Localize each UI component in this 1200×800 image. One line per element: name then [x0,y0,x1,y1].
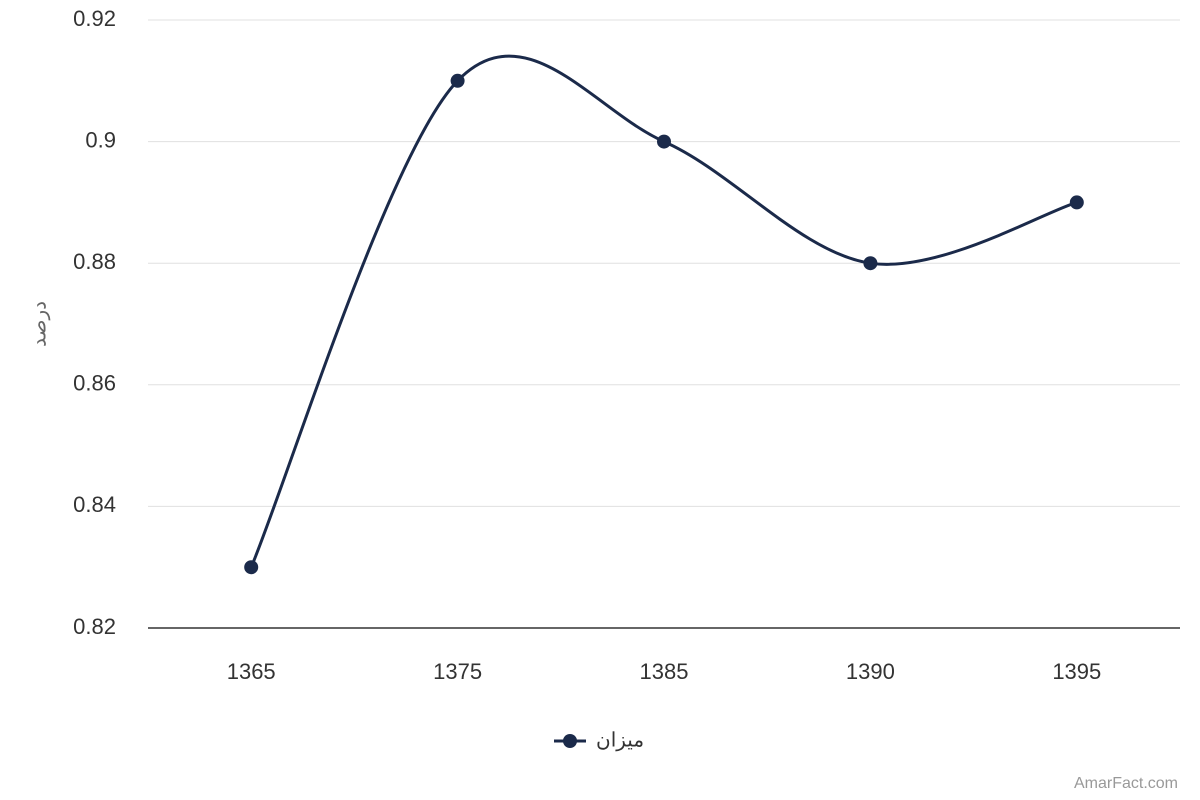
y-tick-label: 0.92 [73,6,116,31]
x-tick-label: 1395 [1052,659,1101,684]
point [863,256,878,271]
point [1069,195,1084,210]
legend-label: میزان [596,729,644,751]
point [657,134,671,149]
y-tick-label: 0.9 [85,127,116,152]
y-tick-label: 0.88 [73,249,116,274]
x-tick-label: 1390 [846,659,895,684]
x-tick-label: 1375 [433,659,482,684]
point [450,73,465,88]
point [244,560,259,575]
line [249,54,1078,568]
credit: AmarFact.com [1074,775,1178,792]
y-tick-label: 0.84 [73,492,116,517]
legend-marker [563,734,577,748]
x-tick-label: 1365 [227,659,276,684]
y-tick-label: 0.86 [73,371,116,396]
y-tick-label: 0.82 [73,614,116,639]
x-tick-label: 1385 [640,659,689,684]
y-axis-title: درصد [28,301,50,347]
